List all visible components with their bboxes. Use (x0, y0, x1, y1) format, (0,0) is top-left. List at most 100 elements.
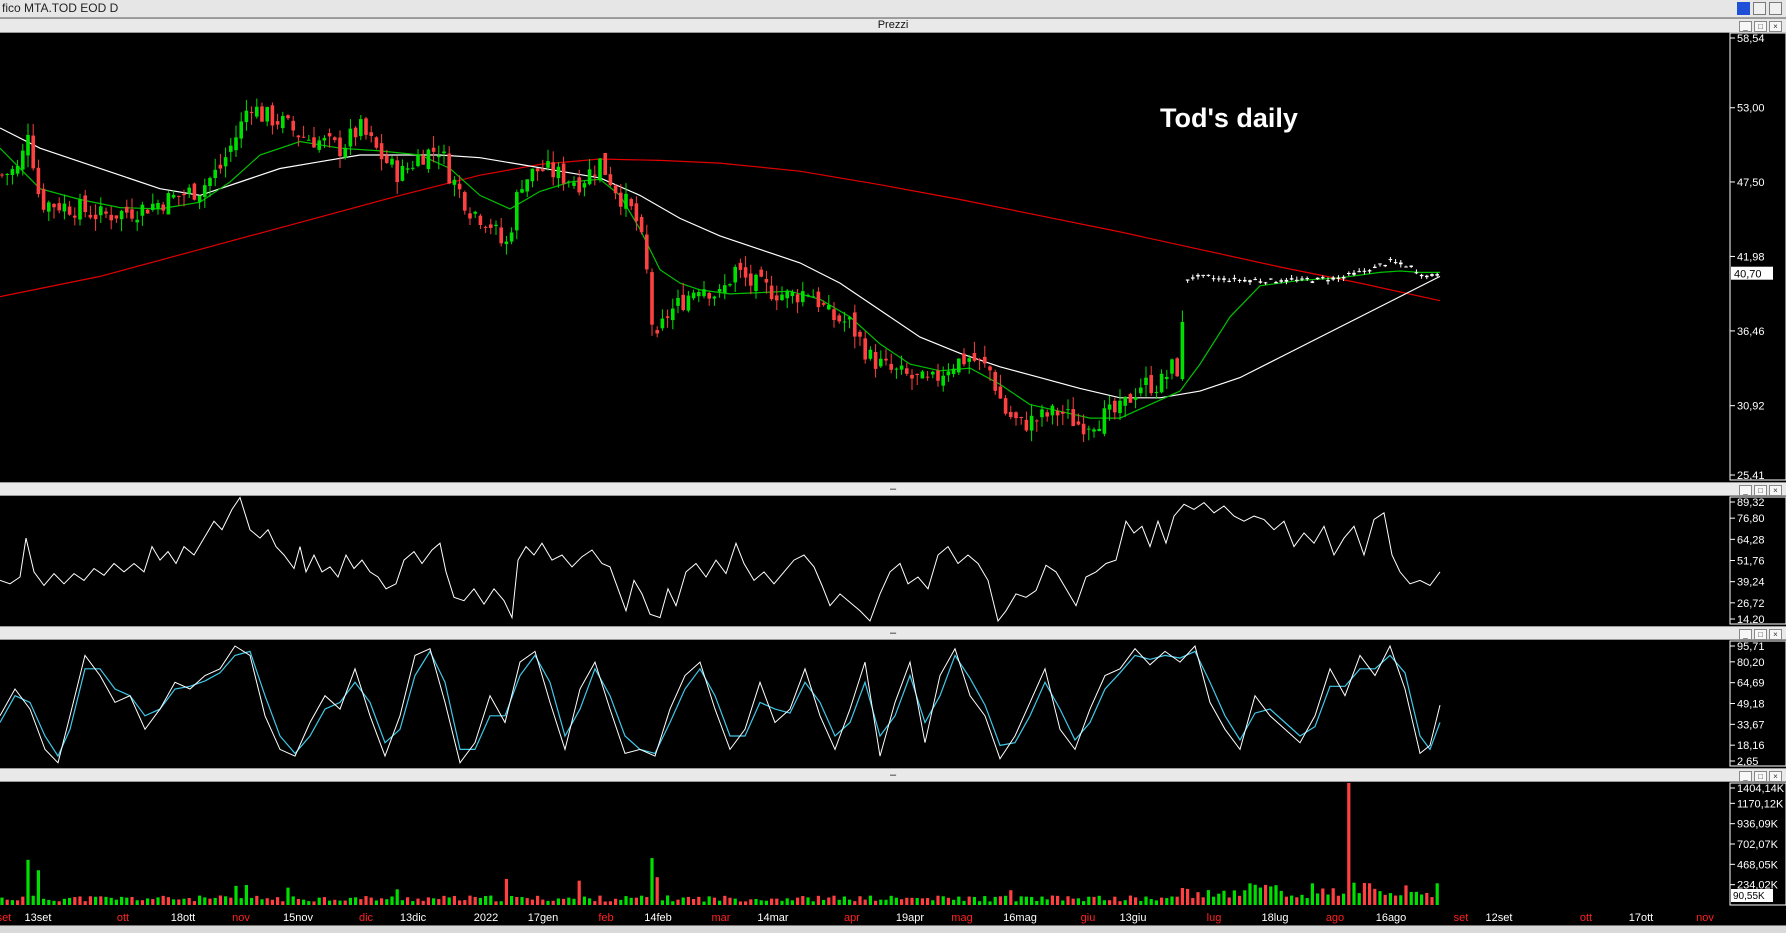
candle-body (988, 366, 992, 371)
volume-bar (905, 897, 909, 905)
candle-body (1019, 417, 1023, 419)
candle-body (73, 215, 77, 218)
ma-short-line (0, 140, 1440, 419)
candle-body (1206, 274, 1211, 276)
candle-body (1258, 281, 1263, 283)
panel-maximize-button[interactable]: □ (1754, 485, 1767, 496)
volume-bar (395, 889, 399, 905)
candle-body (717, 289, 722, 292)
volume-bar (452, 895, 456, 905)
panel-minimize-button[interactable]: _ (1739, 771, 1752, 782)
x-axis-label: 13giu (1120, 912, 1147, 924)
minimize-button[interactable] (1737, 2, 1750, 15)
candle-body (1217, 278, 1221, 280)
volume-bar (1118, 901, 1122, 905)
panel-close-button[interactable]: × (1769, 771, 1782, 782)
volume-bar (140, 900, 144, 905)
panel-minimize-button[interactable]: _ (1739, 21, 1752, 32)
candle-body (587, 169, 592, 185)
panel-maximize-button[interactable]: □ (1754, 21, 1767, 32)
volume-bar (468, 895, 472, 905)
volume-bar (879, 899, 883, 905)
volume-bar (915, 898, 919, 905)
horizontal-scrollbar[interactable] (0, 925, 1786, 933)
volume-bar (562, 898, 566, 905)
candle-body (873, 351, 878, 369)
candle-body (1045, 412, 1049, 417)
candle-body (1227, 280, 1231, 282)
panel-separator[interactable]: – (889, 483, 897, 495)
close-button[interactable] (1769, 2, 1782, 15)
candle-body (114, 215, 119, 219)
panel-close-button[interactable]: × (1769, 485, 1782, 496)
volume-bar (780, 900, 784, 905)
volume-bar (957, 896, 961, 905)
candle-body (1201, 274, 1205, 276)
candle-body (1315, 277, 1320, 280)
candle-body (889, 363, 893, 370)
stoch-y-axis (1729, 640, 1786, 767)
candle-body (1253, 279, 1257, 281)
stoch-panel-header[interactable]: – _ □ × (0, 626, 1786, 640)
panel-maximize-button[interactable]: □ (1754, 771, 1767, 782)
restore-button[interactable] (1753, 2, 1766, 15)
volume-bar (1014, 901, 1018, 905)
candle-body (863, 338, 867, 360)
candle-body (1357, 271, 1361, 273)
candle-body (203, 185, 207, 197)
candle-body (1237, 279, 1242, 281)
panel-close-button[interactable]: × (1769, 21, 1782, 32)
volume-bar (1024, 896, 1028, 905)
volume-bar (837, 899, 841, 905)
volume-bar (312, 901, 316, 905)
volume-bar (338, 900, 342, 905)
volume-bar (1165, 898, 1169, 905)
panel-separator[interactable]: – (889, 769, 897, 781)
volume-bar (634, 897, 638, 905)
panel-minimize-button[interactable]: _ (1739, 629, 1752, 640)
candle-body (208, 177, 212, 186)
volume-bar (473, 896, 477, 905)
panel-separator[interactable]: – (889, 627, 897, 639)
candle-body (868, 349, 873, 359)
stoch-d-line (0, 650, 1441, 758)
candle-body (842, 321, 847, 323)
candle-body (811, 296, 815, 298)
panel-close-button[interactable]: × (1769, 629, 1782, 640)
panel-maximize-button[interactable]: □ (1754, 629, 1767, 640)
volume-bar (572, 898, 576, 905)
candle-body (296, 135, 301, 138)
candle-body (1399, 262, 1403, 265)
volume-bar (816, 895, 820, 905)
candle-body (431, 147, 436, 152)
volume-bar (354, 897, 358, 905)
candle-body (816, 291, 821, 308)
volume-bar (1030, 896, 1034, 905)
volume-bar (1326, 894, 1330, 905)
volume-bar (588, 898, 592, 905)
candle-body (52, 203, 56, 208)
candle-body (109, 214, 113, 221)
volume-bar (1258, 887, 1262, 905)
rsi-panel-header[interactable]: – _ □ × (0, 482, 1786, 496)
candle-body (333, 137, 337, 140)
volume-bar (650, 858, 654, 905)
volume-bar (551, 900, 555, 905)
volume-panel-header[interactable]: – _ □ × (0, 768, 1786, 782)
volume-bar (99, 896, 103, 905)
candle-body (57, 203, 61, 211)
volume-bar (94, 896, 98, 905)
candle-body (1154, 391, 1159, 393)
volume-bar (1310, 883, 1314, 905)
volume-bar (1056, 895, 1060, 905)
volume-bar (156, 897, 160, 905)
volume-bar (250, 897, 254, 905)
panel-minimize-button[interactable]: _ (1739, 485, 1752, 496)
candle-body (395, 160, 399, 183)
volume-bar (182, 898, 186, 905)
volume-bar (1097, 895, 1101, 905)
volume-bar (208, 898, 212, 905)
x-axis-label: nov (232, 912, 250, 924)
volume-bar (1409, 892, 1413, 905)
